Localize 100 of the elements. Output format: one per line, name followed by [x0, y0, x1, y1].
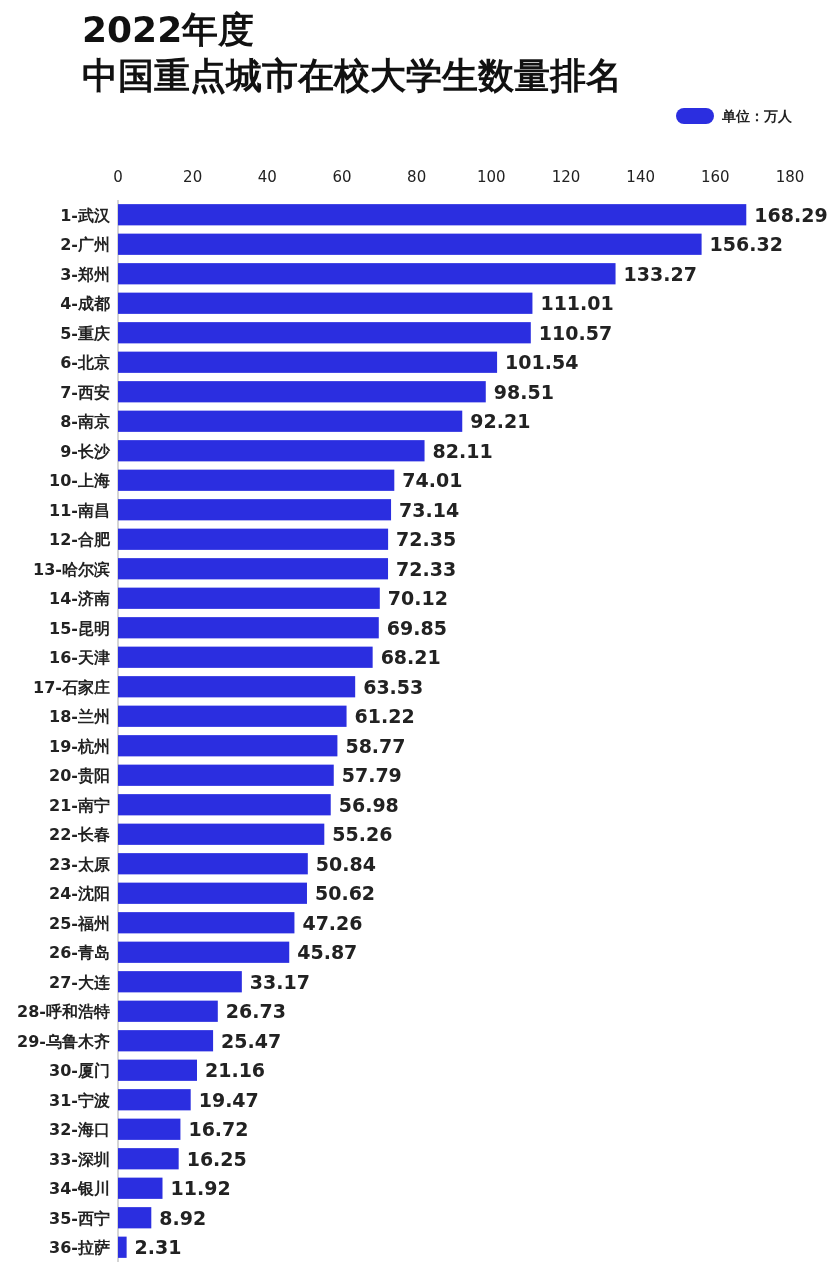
data-label: 8.92	[159, 1206, 207, 1229]
y-tick-label: 8-南京	[60, 412, 110, 432]
bar	[118, 233, 702, 255]
y-tick-label: 23-太原	[49, 854, 110, 874]
bar	[118, 941, 290, 963]
data-label: 72.35	[396, 528, 457, 551]
bar	[118, 971, 242, 993]
bar	[118, 469, 395, 491]
data-label: 133.27	[623, 262, 697, 285]
bar	[118, 882, 307, 904]
bar	[118, 322, 531, 344]
x-tick-label: 120	[551, 168, 581, 186]
bar	[118, 1059, 197, 1081]
y-tick-label: 22-长春	[49, 825, 110, 845]
bar	[118, 381, 486, 403]
data-label: 98.51	[493, 380, 554, 403]
y-tick-label: 9-长沙	[60, 441, 111, 461]
y-tick-label: 27-大连	[49, 972, 111, 992]
y-tick-label: 11-南昌	[49, 500, 110, 520]
data-label: 47.26	[302, 911, 363, 934]
y-tick-label: 13-哈尔滨	[33, 559, 110, 579]
y-tick-label: 7-西安	[60, 382, 110, 402]
data-label: 72.33	[396, 557, 457, 580]
data-label: 74.01	[402, 469, 463, 492]
data-label: 69.85	[386, 616, 447, 639]
y-tick-label: 3-郑州	[60, 264, 110, 284]
bar	[118, 1207, 152, 1229]
y-tick-label: 33-深圳	[49, 1149, 110, 1169]
data-label: 16.25	[186, 1147, 247, 1170]
data-label: 70.12	[387, 587, 448, 610]
bar	[118, 646, 373, 668]
bar	[118, 1177, 163, 1199]
bar	[118, 1089, 191, 1111]
data-label: 63.53	[363, 675, 424, 698]
y-tick-label: 24-沈阳	[49, 884, 110, 904]
data-label: 2.31	[134, 1236, 182, 1259]
bar	[118, 351, 498, 373]
data-label: 101.54	[505, 351, 579, 374]
y-tick-label: 1-武汉	[60, 205, 111, 225]
data-label: 33.17	[249, 970, 310, 993]
data-label: 16.72	[188, 1118, 249, 1141]
data-label: 92.21	[470, 410, 531, 433]
y-tick-label: 34-银川	[49, 1179, 110, 1199]
data-label: 58.77	[345, 734, 406, 757]
y-tick-label: 21-南宁	[49, 795, 110, 815]
y-tick-label: 35-西宁	[49, 1208, 110, 1228]
y-tick-label: 15-昆明	[49, 618, 110, 638]
y-tick-label: 30-厦门	[49, 1061, 110, 1081]
bar	[118, 499, 392, 521]
y-tick-label: 17-石家庄	[33, 677, 110, 697]
data-label: 25.47	[221, 1029, 282, 1052]
bar	[118, 676, 356, 698]
chart-title: 中国重点城市在校大学生数量排名	[82, 55, 622, 96]
y-tick-label: 12-合肥	[49, 530, 111, 550]
data-label: 68.21	[380, 646, 441, 669]
y-tick-label: 20-贵阳	[49, 766, 110, 786]
bar	[118, 558, 389, 580]
y-tick-label: 6-北京	[60, 353, 110, 373]
y-tick-label: 14-济南	[49, 589, 110, 609]
y-tick-label: 2-广州	[60, 235, 110, 255]
data-label: 82.11	[432, 439, 493, 462]
bar	[118, 528, 389, 550]
x-tick-label: 40	[257, 168, 277, 186]
y-tick-label: 4-成都	[60, 294, 110, 314]
x-tick-label: 100	[477, 168, 506, 186]
data-label: 55.26	[332, 823, 393, 846]
y-tick-label: 32-海口	[49, 1120, 110, 1140]
y-tick-label: 36-拉萨	[49, 1238, 110, 1258]
y-tick-label: 16-天津	[49, 648, 110, 668]
y-tick-label: 29-乌鲁木齐	[17, 1031, 110, 1051]
bar	[118, 1148, 179, 1170]
bar	[118, 410, 463, 432]
y-tick-label: 31-宁波	[49, 1090, 110, 1110]
bar	[118, 440, 425, 462]
bar	[118, 1236, 127, 1258]
bar	[118, 1030, 214, 1052]
data-label: 11.92	[170, 1177, 231, 1200]
data-label: 61.22	[354, 705, 415, 728]
y-tick-label: 18-兰州	[49, 707, 110, 727]
data-label: 26.73	[225, 1000, 286, 1023]
data-label: 19.47	[198, 1088, 259, 1111]
data-label: 45.87	[297, 941, 358, 964]
bar	[118, 823, 325, 845]
bar	[118, 204, 747, 226]
bar	[118, 587, 380, 609]
y-tick-label: 26-青岛	[49, 943, 110, 963]
chart-subtitle: 2022年度	[82, 9, 255, 50]
x-tick-label: 160	[701, 168, 730, 186]
bar	[118, 292, 533, 314]
y-tick-label: 10-上海	[49, 471, 110, 491]
y-tick-label: 25-福州	[49, 913, 110, 933]
x-tick-label: 80	[407, 168, 427, 186]
bar	[118, 617, 379, 639]
data-label: 56.98	[338, 793, 399, 816]
x-tick-label: 20	[183, 168, 203, 186]
y-tick-label: 19-杭州	[49, 736, 110, 756]
bar	[118, 735, 338, 757]
x-tick-label: 60	[332, 168, 352, 186]
bar	[118, 1118, 181, 1140]
bar	[118, 705, 347, 727]
